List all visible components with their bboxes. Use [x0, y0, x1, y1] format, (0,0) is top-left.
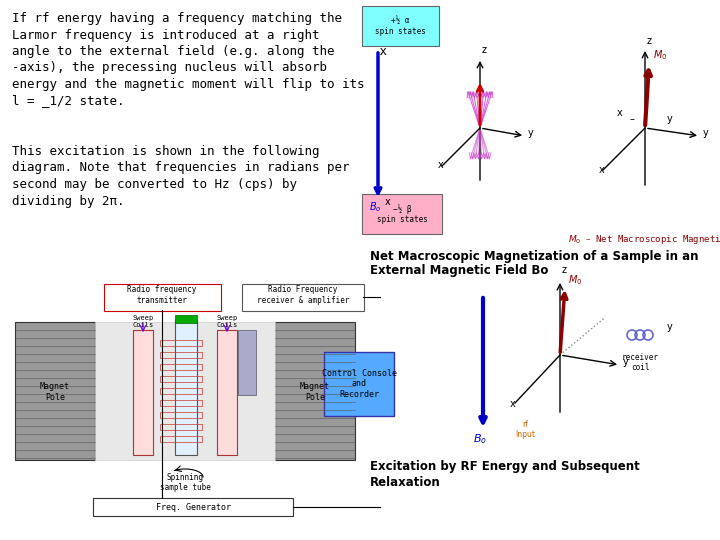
Text: z: z [482, 45, 487, 55]
Text: y: y [623, 357, 629, 367]
Bar [175, 320, 197, 455]
Text: Radio Frequency
receiver & amplifier: Radio Frequency receiver & amplifier [257, 285, 349, 305]
Text: $B_o$: $B_o$ [369, 200, 382, 214]
Text: Freq. Generator: Freq. Generator [156, 503, 230, 511]
Text: Net Macroscopic Magnetization of a Sample in an: Net Macroscopic Magnetization of a Sampl… [370, 250, 698, 263]
Text: Relaxation: Relaxation [370, 476, 441, 489]
Bar [160, 424, 202, 430]
Text: energy and the magnetic moment will flip to its: energy and the magnetic moment will flip… [12, 78, 364, 91]
Text: This excitation is shown in the following: This excitation is shown in the followin… [12, 145, 320, 158]
FancyBboxPatch shape [362, 6, 439, 46]
Bar [238, 330, 256, 395]
Bar [160, 340, 202, 346]
Bar [160, 400, 202, 406]
Bar [15, 322, 95, 460]
Bar [275, 322, 355, 460]
Bar [175, 315, 197, 323]
FancyBboxPatch shape [104, 284, 221, 311]
Text: $B_o$: $B_o$ [473, 432, 487, 446]
FancyBboxPatch shape [242, 284, 364, 311]
Text: -axis), the precessing nucleus will absorb: -axis), the precessing nucleus will abso… [12, 62, 327, 75]
Bar [160, 388, 202, 394]
Text: l = _1/2 state.: l = _1/2 state. [12, 94, 125, 107]
Text: z: z [562, 265, 567, 275]
Text: y: y [703, 128, 708, 138]
Text: Magnet
Pole: Magnet Pole [40, 382, 70, 402]
Text: rf
Input: rf Input [515, 420, 535, 440]
Text: x: x [438, 160, 444, 170]
Text: −½ β
spin states: −½ β spin states [377, 204, 428, 224]
Text: Sweep
Coils: Sweep Coils [217, 315, 238, 328]
Text: $M_0$: $M_0$ [568, 273, 582, 287]
Bar [133, 330, 153, 455]
Bar [160, 364, 202, 370]
Text: Radio frequency
transmitter: Radio frequency transmitter [127, 285, 197, 305]
Text: x: x [385, 197, 391, 207]
Text: If rf energy having a frequency matching the: If rf energy having a frequency matching… [12, 12, 342, 25]
Text: receiver
coil: receiver coil [621, 353, 659, 373]
Text: angle to the external field (e.g. along the      x: angle to the external field (e.g. along … [12, 45, 387, 58]
Text: dividing by 2π.: dividing by 2π. [12, 194, 125, 207]
Text: Control Console
and
Recorder: Control Console and Recorder [322, 369, 397, 399]
Text: y: y [667, 114, 672, 124]
Bar [160, 412, 202, 418]
Text: Sweep
Coils: Sweep Coils [132, 315, 153, 328]
FancyBboxPatch shape [362, 194, 442, 234]
Text: diagram. Note that frequencies in radians per: diagram. Note that frequencies in radian… [12, 161, 349, 174]
Bar [95, 322, 275, 460]
Text: Larmor frequency is introduced at a right: Larmor frequency is introduced at a righ… [12, 29, 320, 42]
Text: Excitation by RF Energy and Subsequent: Excitation by RF Energy and Subsequent [370, 460, 640, 473]
Bar [160, 436, 202, 442]
Text: Magnet
Pole: Magnet Pole [300, 382, 330, 402]
Text: –: – [630, 114, 635, 124]
FancyBboxPatch shape [324, 352, 394, 416]
Text: y: y [528, 128, 534, 138]
Bar [160, 376, 202, 382]
Bar [217, 330, 237, 455]
Text: x: x [510, 399, 516, 409]
Text: x: x [617, 108, 623, 118]
Text: $M_0$: $M_0$ [653, 48, 667, 62]
Text: z: z [647, 36, 652, 46]
Text: y: y [667, 322, 672, 332]
Text: +½ α
spin states: +½ α spin states [375, 16, 426, 36]
Text: Spinning
sample tube: Spinning sample tube [160, 473, 210, 492]
Bar [160, 352, 202, 358]
Text: x: x [599, 165, 605, 175]
Text: $M_0$ – Net Macroscopic Magnetization: $M_0$ – Net Macroscopic Magnetization [568, 233, 720, 246]
Text: second may be converted to Hz (cps) by: second may be converted to Hz (cps) by [12, 178, 297, 191]
Text: External Magnetic Field Bo: External Magnetic Field Bo [370, 264, 549, 277]
Bar [93, 498, 293, 516]
